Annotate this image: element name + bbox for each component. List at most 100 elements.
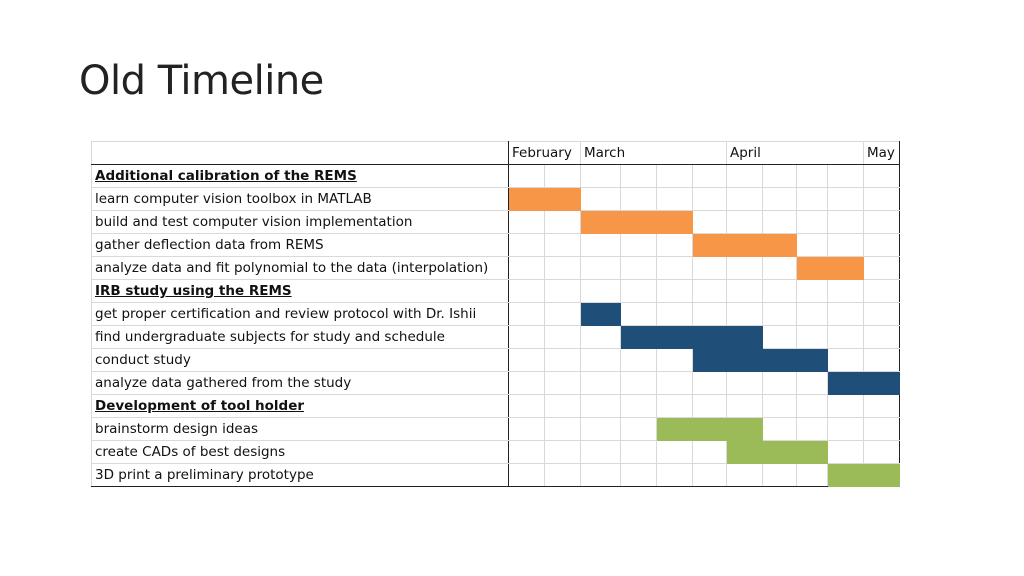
grid-cell — [544, 256, 581, 280]
grid-cell — [762, 256, 797, 280]
grid-cell — [580, 394, 621, 418]
grid-cell — [508, 164, 545, 188]
gantt-bar-cell-green — [656, 417, 693, 441]
task-label: brainstorm design ideas — [91, 417, 509, 441]
grid-cell — [544, 279, 581, 303]
month-header-may: May — [863, 141, 900, 165]
section-heading: IRB study using the REMS — [91, 279, 509, 303]
grid-cell — [656, 440, 693, 464]
gantt-bar-cell-blue — [580, 302, 621, 326]
grid-cell — [762, 164, 797, 188]
grid-cell — [796, 279, 828, 303]
grid-cell — [620, 371, 657, 395]
grid-cell — [762, 187, 797, 211]
grid-cell — [656, 164, 693, 188]
grid-cell — [544, 417, 581, 441]
grid-cell — [692, 187, 727, 211]
grid-cell — [863, 187, 900, 211]
gantt-bar-cell-blue — [726, 325, 763, 349]
task-row: learn computer vision toolbox in MATLAB — [91, 187, 900, 211]
task-label: create CADs of best designs — [91, 440, 509, 464]
gantt-bar-cell-blue — [863, 371, 900, 395]
task-row: brainstorm design ideas — [91, 417, 900, 441]
grid-cell — [508, 256, 545, 280]
gantt-bar-cell-blue — [726, 348, 763, 372]
gantt-bar-cell-orange — [580, 210, 621, 234]
gantt-bar-cell-orange — [762, 233, 797, 257]
section-heading: Development of tool holder — [91, 394, 509, 418]
grid-cell — [726, 371, 763, 395]
header-blank-cell — [91, 141, 509, 165]
section-heading: Additional calibration of the REMS — [91, 164, 509, 188]
grid-cell — [580, 325, 621, 349]
grid-cell — [827, 348, 864, 372]
grid-cell — [726, 187, 763, 211]
gantt-bar-cell-orange — [656, 210, 693, 234]
grid-cell — [827, 233, 864, 257]
grid-cell — [508, 210, 545, 234]
grid-cell — [620, 233, 657, 257]
grid-cell — [620, 256, 657, 280]
grid-cell — [863, 164, 900, 188]
grid-cell — [762, 325, 797, 349]
grid-cell — [762, 371, 797, 395]
task-label: analyze data and fit polynomial to the d… — [91, 256, 509, 280]
task-row: build and test computer vision implement… — [91, 210, 900, 234]
grid-cell — [620, 302, 657, 326]
grid-cell — [827, 210, 864, 234]
grid-cell — [692, 371, 727, 395]
grid-cell — [508, 325, 545, 349]
task-label: get proper certification and review prot… — [91, 302, 509, 326]
grid-cell — [656, 256, 693, 280]
gantt-bar-cell-orange — [544, 187, 581, 211]
grid-cell — [620, 279, 657, 303]
grid-cell — [656, 302, 693, 326]
gantt-bar-cell-orange — [620, 210, 657, 234]
section-row: Additional calibration of the REMS — [91, 164, 900, 188]
grid-cell — [726, 210, 763, 234]
grid-cell — [620, 164, 657, 188]
grid-cell — [692, 463, 727, 487]
grid-cell — [580, 164, 621, 188]
grid-cell — [620, 348, 657, 372]
grid-cell — [726, 302, 763, 326]
grid-cell — [796, 463, 828, 487]
grid-cell — [827, 302, 864, 326]
grid-cell — [544, 348, 581, 372]
month-header-march: March — [580, 141, 727, 165]
gantt-bar-cell-blue — [762, 348, 797, 372]
gantt-bar-cell-blue — [656, 325, 693, 349]
grid-cell — [863, 440, 900, 464]
gantt-bar-cell-green — [863, 463, 900, 487]
grid-cell — [508, 440, 545, 464]
grid-cell — [580, 233, 621, 257]
task-row: analyze data and fit polynomial to the d… — [91, 256, 900, 280]
gantt-bar-cell-blue — [692, 325, 727, 349]
gantt-bar-cell-green — [726, 417, 763, 441]
task-label: analyze data gathered from the study — [91, 371, 509, 395]
grid-cell — [656, 279, 693, 303]
gantt-bar-cell-orange — [827, 256, 864, 280]
grid-cell — [544, 371, 581, 395]
month-header-row: February March April May — [91, 141, 900, 165]
grid-cell — [762, 279, 797, 303]
grid-cell — [863, 325, 900, 349]
gantt-bar-cell-blue — [796, 348, 828, 372]
grid-cell — [726, 256, 763, 280]
grid-cell — [544, 325, 581, 349]
grid-cell — [762, 394, 797, 418]
gantt-bar-cell-orange — [692, 233, 727, 257]
grid-cell — [827, 187, 864, 211]
section-row: Development of tool holder — [91, 394, 900, 418]
grid-cell — [508, 463, 545, 487]
grid-cell — [508, 302, 545, 326]
gantt-bar-cell-blue — [620, 325, 657, 349]
grid-cell — [796, 325, 828, 349]
task-label: gather deflection data from REMS — [91, 233, 509, 257]
grid-cell — [580, 256, 621, 280]
gantt-bar-cell-blue — [692, 348, 727, 372]
grid-cell — [544, 463, 581, 487]
grid-cell — [508, 417, 545, 441]
month-header-april: April — [726, 141, 864, 165]
grid-cell — [796, 371, 828, 395]
